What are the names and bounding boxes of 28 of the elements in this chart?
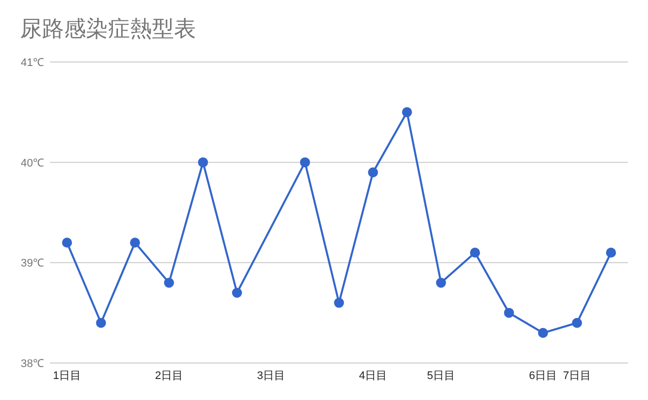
x-tick-label: 2日目	[154, 370, 184, 382]
point	[368, 167, 378, 178]
x-tick-label: 3日目	[256, 370, 286, 382]
x-tick-label: 7日目	[562, 370, 592, 382]
x-tick-label: 5日目	[426, 370, 456, 382]
point	[62, 238, 72, 248]
point	[538, 328, 548, 338]
point	[334, 298, 344, 308]
point	[198, 157, 208, 168]
y-tick-label: 38℃	[20, 358, 44, 370]
point	[436, 278, 446, 288]
point	[470, 248, 480, 258]
x-tick-label: 4日目	[358, 370, 388, 382]
x-tick-label: 6日目	[528, 370, 558, 382]
chart-title: 尿路感染症熱型表	[20, 16, 196, 41]
x-tick-label: 1日目	[52, 370, 82, 382]
point	[300, 157, 310, 168]
point	[402, 107, 412, 118]
point	[504, 308, 514, 318]
y-tick-label: 41℃	[20, 57, 44, 69]
point	[164, 278, 174, 288]
y-tick-label: 39℃	[20, 258, 44, 270]
y-tick-label: 40℃	[20, 157, 44, 170]
point	[232, 288, 242, 298]
point	[606, 248, 616, 258]
point	[96, 318, 106, 328]
point	[130, 238, 140, 248]
point	[572, 318, 582, 328]
